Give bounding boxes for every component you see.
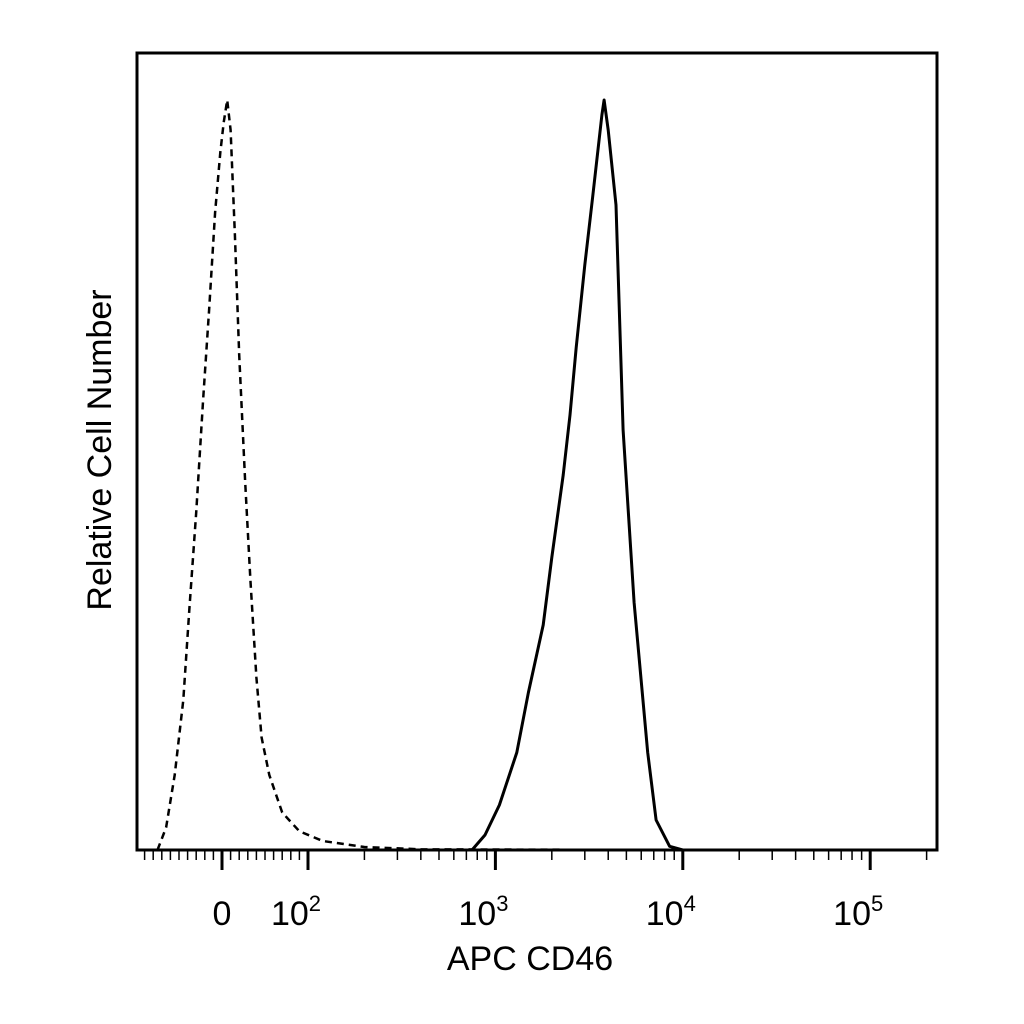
y-axis-title: Relative Cell Number [81, 289, 119, 610]
histogram-series [156, 98, 684, 852]
x-axis-title: APC CD46 [447, 940, 613, 978]
plot-frame [135, 51, 939, 852]
x-tick-label: 0 [213, 895, 232, 933]
cd46-histogram-line [470, 98, 684, 852]
x-axis-minor-ticks [143, 850, 928, 860]
x-axis-major-ticks [220, 850, 872, 870]
x-tick-label: 102 [271, 891, 321, 933]
x-tick-label: 103 [458, 891, 508, 933]
x-tick-label: 105 [833, 891, 883, 933]
x-tick-label: 104 [646, 891, 696, 933]
control-histogram-line [156, 98, 675, 852]
x-axis-tick-labels: 0 102 103 104 105 [213, 891, 884, 933]
